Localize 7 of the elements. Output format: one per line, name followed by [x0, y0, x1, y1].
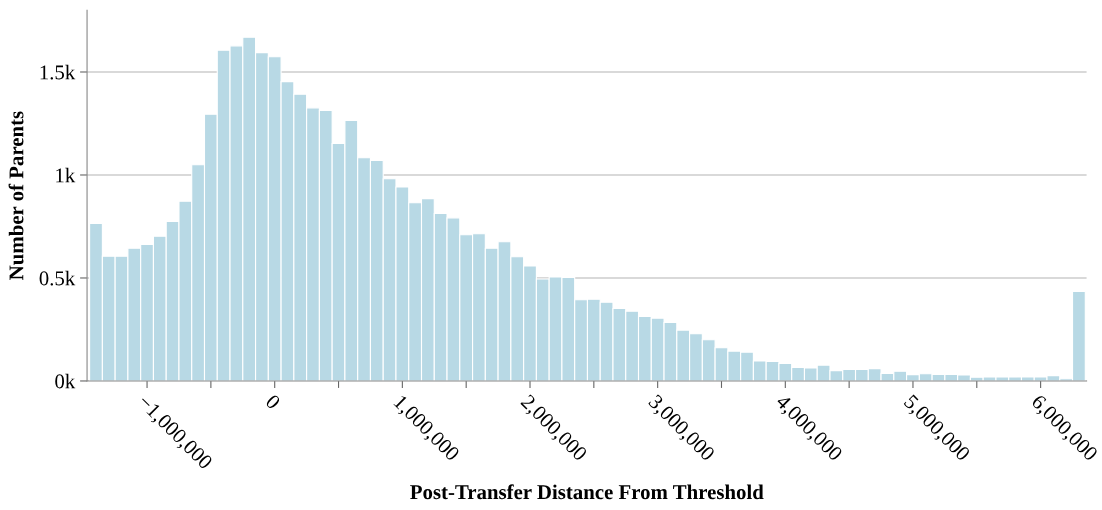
y-tick-label: 0k: [55, 373, 76, 389]
y-tick-label: 0.5k: [39, 270, 76, 286]
x-tick-label: 0: [264, 393, 282, 410]
y-tick-label: 1k: [56, 167, 76, 183]
y-axis-title: Number of Parents: [8, 111, 24, 280]
x-axis-title: Post-Transfer Distance From Threshold: [410, 484, 764, 500]
y-tick-label: 1.5k: [40, 64, 76, 80]
